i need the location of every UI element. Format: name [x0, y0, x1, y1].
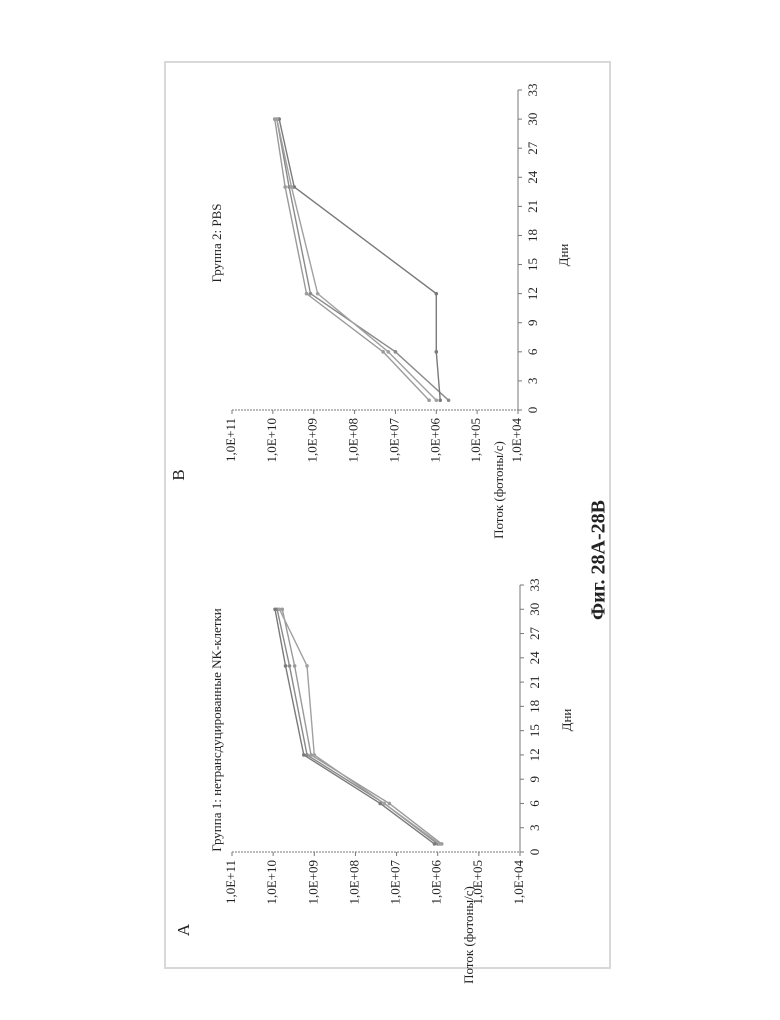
point [382, 802, 386, 806]
x-tick-label: 21 [525, 200, 540, 213]
y-tick-label: 1,0E+04 [509, 418, 524, 463]
x-tick-label: 0 [525, 407, 540, 414]
x-tick-label: 0 [527, 849, 542, 856]
x-tick-label: 33 [525, 84, 540, 97]
y-tick-label: 1,0E+09 [305, 418, 320, 463]
point [305, 664, 309, 668]
x-tick-label: 15 [525, 258, 540, 271]
chart-title: Группа 1: нетрансдуцированные NK-клетки [209, 608, 224, 851]
page: {"caption": "Фиг. 28А-28В", "chart_data"… [0, 0, 780, 1020]
x-tick-label: 9 [525, 319, 540, 326]
point [309, 753, 313, 757]
series-line [282, 609, 441, 844]
point [447, 399, 451, 403]
series-line [275, 609, 434, 844]
y-tick-label: 1,0E+05 [470, 860, 485, 905]
chart-title: Группа 2: PBS [209, 204, 224, 283]
y-tick-label: 1,0E+11 [223, 418, 238, 462]
point [316, 292, 320, 296]
y-tick-label: 1,0E+07 [386, 418, 401, 463]
point [305, 292, 309, 296]
point [433, 842, 437, 846]
point [427, 399, 431, 403]
x-tick-label: 12 [527, 748, 542, 761]
y-tick-label: 1,0E+07 [388, 860, 403, 905]
point [312, 753, 316, 757]
x-tick-label: 3 [525, 378, 540, 385]
y-tick-label: 1,0E+06 [427, 418, 442, 463]
point [438, 842, 442, 846]
point [394, 350, 398, 354]
x-tick-label: 21 [527, 676, 542, 689]
x-tick-label: 30 [525, 113, 540, 126]
point [283, 185, 287, 189]
x-tick-label: 18 [527, 700, 542, 713]
x-tick-label: 6 [525, 348, 540, 355]
point [438, 399, 442, 403]
x-tick-label: 30 [527, 603, 542, 616]
rotated-figure: Фиг. 28А-28В A Группа 1: нетрансдуцирован… [169, 84, 610, 984]
x-axis-label: Дни [559, 709, 574, 732]
x-tick-label: 24 [525, 170, 540, 184]
x-axis-label: Дни [556, 244, 571, 267]
series-line [277, 119, 436, 400]
point [275, 117, 279, 121]
figure-caption: Фиг. 28А-28В [588, 500, 610, 620]
y-tick-label: 1,0E+09 [305, 860, 320, 905]
y-tick-label: 1,0E+08 [346, 860, 361, 905]
figure: Фиг. 28А-28В A Группа 1: нетрансдуцирован… [0, 0, 780, 1020]
point [293, 664, 297, 668]
point [386, 350, 390, 354]
x-tick-label: 9 [527, 776, 542, 783]
x-tick-label: 3 [527, 824, 542, 831]
point [388, 802, 392, 806]
y-tick-label: 1,0E+06 [429, 860, 444, 905]
point [290, 185, 294, 189]
x-tick-label: 33 [527, 579, 542, 592]
y-tick-label: 1,0E+08 [346, 418, 361, 463]
y-axis-label: Поток (фотоны/с) [491, 441, 506, 539]
point [288, 664, 292, 668]
series-line [280, 609, 440, 844]
point [434, 350, 438, 354]
point [434, 292, 438, 296]
series-line [275, 119, 429, 400]
x-tick-label: 27 [525, 141, 540, 155]
x-tick-label: 6 [527, 800, 542, 807]
y-tick-label: 1,0E+10 [264, 860, 279, 905]
y-tick-label: 1,0E+10 [264, 418, 279, 463]
x-tick-label: 24 [527, 651, 542, 665]
panel-label: A [174, 923, 193, 936]
point [302, 753, 306, 757]
y-tick-label: 1,0E+05 [468, 418, 483, 463]
point [273, 607, 277, 611]
x-tick-label: 18 [525, 229, 540, 242]
y-tick-label: 1,0E+04 [511, 860, 526, 905]
figure-frame [165, 62, 610, 968]
point [278, 607, 282, 611]
point [434, 399, 438, 403]
point [284, 664, 288, 668]
panel-label: B [169, 469, 188, 480]
series-line [277, 609, 438, 844]
series-line [277, 119, 449, 400]
y-tick-label: 1,0E+11 [223, 860, 238, 904]
x-tick-label: 12 [525, 287, 540, 300]
x-tick-label: 15 [527, 724, 542, 737]
point [381, 350, 385, 354]
x-tick-label: 27 [527, 627, 542, 641]
